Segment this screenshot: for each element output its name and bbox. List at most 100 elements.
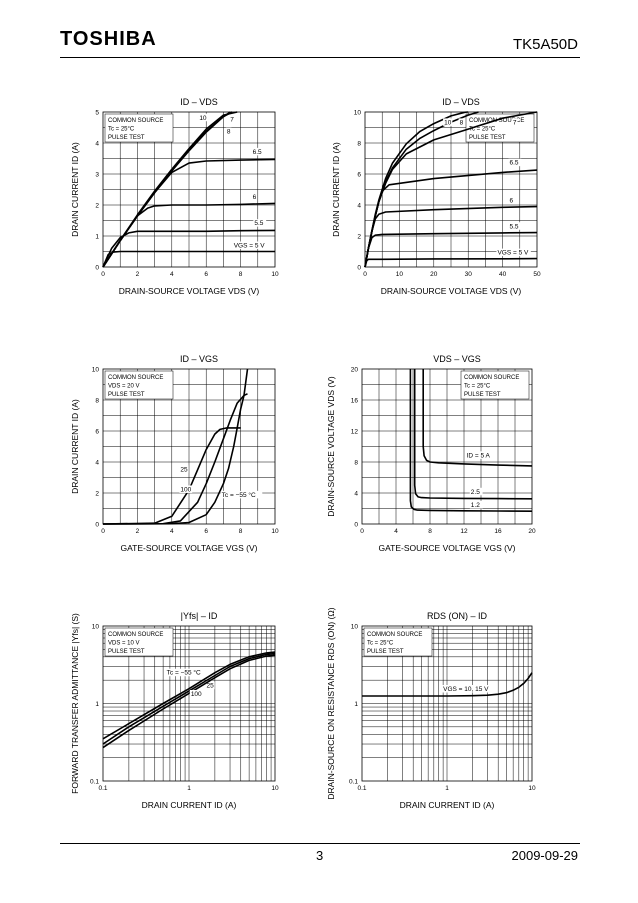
series-label: 1.2 [471,502,480,509]
x-axis-label: DRAIN CURRENT ID (A) [400,800,495,810]
series-label-bg [496,248,531,257]
y-tick-label: 8 [357,141,361,148]
series-label-bg [232,241,268,249]
conditions-box [104,627,174,657]
x-tick-label: 10 [396,271,404,278]
series-label-bg [229,115,235,123]
y-tick-label: 10 [354,110,362,117]
condition-line: Tc = 25°C [464,384,491,390]
x-tick-label: 10 [271,528,279,535]
series-label: Tc = −55 °C [222,491,256,499]
series-label-bg [508,158,522,167]
series-label: 6 [253,194,257,201]
plot-frame [102,625,276,782]
y-tick-label: 4 [95,460,99,467]
x-tick-label: 10 [271,271,279,278]
condition-line: PULSE TEST [464,392,501,398]
condition-line: COMMON SOURCE [108,118,163,124]
series-label-bg [442,684,495,693]
plot-frame [102,111,276,268]
chart-title: ID – VDS [180,97,218,107]
x-tick-label: 10 [271,785,279,792]
condition-line: Tc = 25°C [469,127,496,133]
y-tick-label: 1 [95,234,99,241]
y-tick-label: 0 [357,265,361,272]
y-tick-label: 1 [95,701,99,708]
y-tick-label: 10 [92,624,100,631]
series-label: 6.5 [509,160,518,167]
x-axis-label: DRAIN CURRENT ID (A) [142,800,237,810]
y-tick-label: 20 [351,367,359,374]
y-axis-label: DRAIN CURRENT ID (A) [331,142,341,237]
series-label-bg [165,668,208,677]
series-label: 5.5 [254,220,263,227]
series-label: 100 [180,486,191,493]
x-tick-label: 0.1 [357,785,366,792]
x-tick-label: 2 [136,271,140,278]
series-line [413,369,533,500]
series-label-bg [508,222,522,230]
chart-title: |Yfs| – ID [181,611,218,621]
series-label-bg [198,113,208,122]
chart-title: ID – VDS [442,97,480,107]
x-tick-label: 8 [428,528,432,535]
conditions-box [363,627,433,657]
y-tick-label: 2 [95,203,99,210]
conditions-box [460,370,530,400]
series-label: 100 [191,691,202,698]
header-rule [60,57,580,58]
x-tick-label: 4 [394,528,398,535]
x-axis-label: DRAIN-SOURCE VOLTAGE VDS (V) [381,286,522,296]
series-label-bg [458,118,465,126]
footer-rule [60,843,580,844]
y-tick-label: 4 [95,141,99,148]
y-tick-label: 2 [357,234,361,241]
series-label: 7 [513,119,517,126]
series-label: VGS = 10, 15 V [443,686,489,693]
x-tick-label: 4 [170,271,174,278]
condition-line: PULSE TEST [108,392,145,398]
chart-c6: RDS (ON) – ID 0.1 1 10 0.1 1 10 DRAIN CURRENT I… [326,607,536,810]
series-label: Tc = −55 °C [167,669,201,677]
chart-grid [365,112,537,267]
series-label-bg [469,487,483,496]
y-tick-label: 8 [95,398,99,405]
chart-grid [103,369,275,524]
condition-line: PULSE TEST [469,135,506,141]
x-tick-label: 0 [101,528,105,535]
series-line [422,369,533,467]
x-tick-label: 0 [101,271,105,278]
y-tick-label: 12 [351,429,359,436]
y-tick-label: 6 [95,429,99,436]
series-label-bg [189,689,203,698]
x-tick-label: 0 [360,528,364,535]
series-label-bg [225,127,232,136]
series-line [102,651,276,740]
series-line [102,368,249,525]
y-axis-label: DRAIN-SOURCE VOLTAGE VDS (V) [326,376,336,517]
chart-title: ID – VGS [180,354,218,364]
x-axis-label: DRAIN-SOURCE VOLTAGE VDS (V) [119,286,260,296]
series-label-bg [443,118,453,126]
condition-line: VDS = 10 V [108,641,140,647]
y-tick-label: 6 [357,172,361,179]
x-tick-label: 20 [430,271,438,278]
series-label-bg [511,118,518,126]
series-label: 10 [444,119,452,126]
condition-line: COMMON SOURCE [367,632,422,638]
condition-line: COMMON SOURCE [108,375,163,381]
x-tick-label: 1 [187,785,191,792]
x-tick-label: 50 [533,271,541,278]
y-tick-label: 4 [354,491,358,498]
y-tick-label: 2 [95,491,99,498]
x-tick-label: 30 [465,271,473,278]
chart-grid [103,626,275,781]
y-tick-label: 10 [92,367,100,374]
series-label: 10 [199,115,207,122]
x-tick-label: 6 [204,271,208,278]
series-label: 6.5 [253,149,262,156]
y-tick-label: 1 [354,701,358,708]
y-axis-label: DRAIN-SOURCE ON RESISTANCE RDS (ON) (Ω) [326,607,336,799]
y-tick-label: 4 [357,203,361,210]
